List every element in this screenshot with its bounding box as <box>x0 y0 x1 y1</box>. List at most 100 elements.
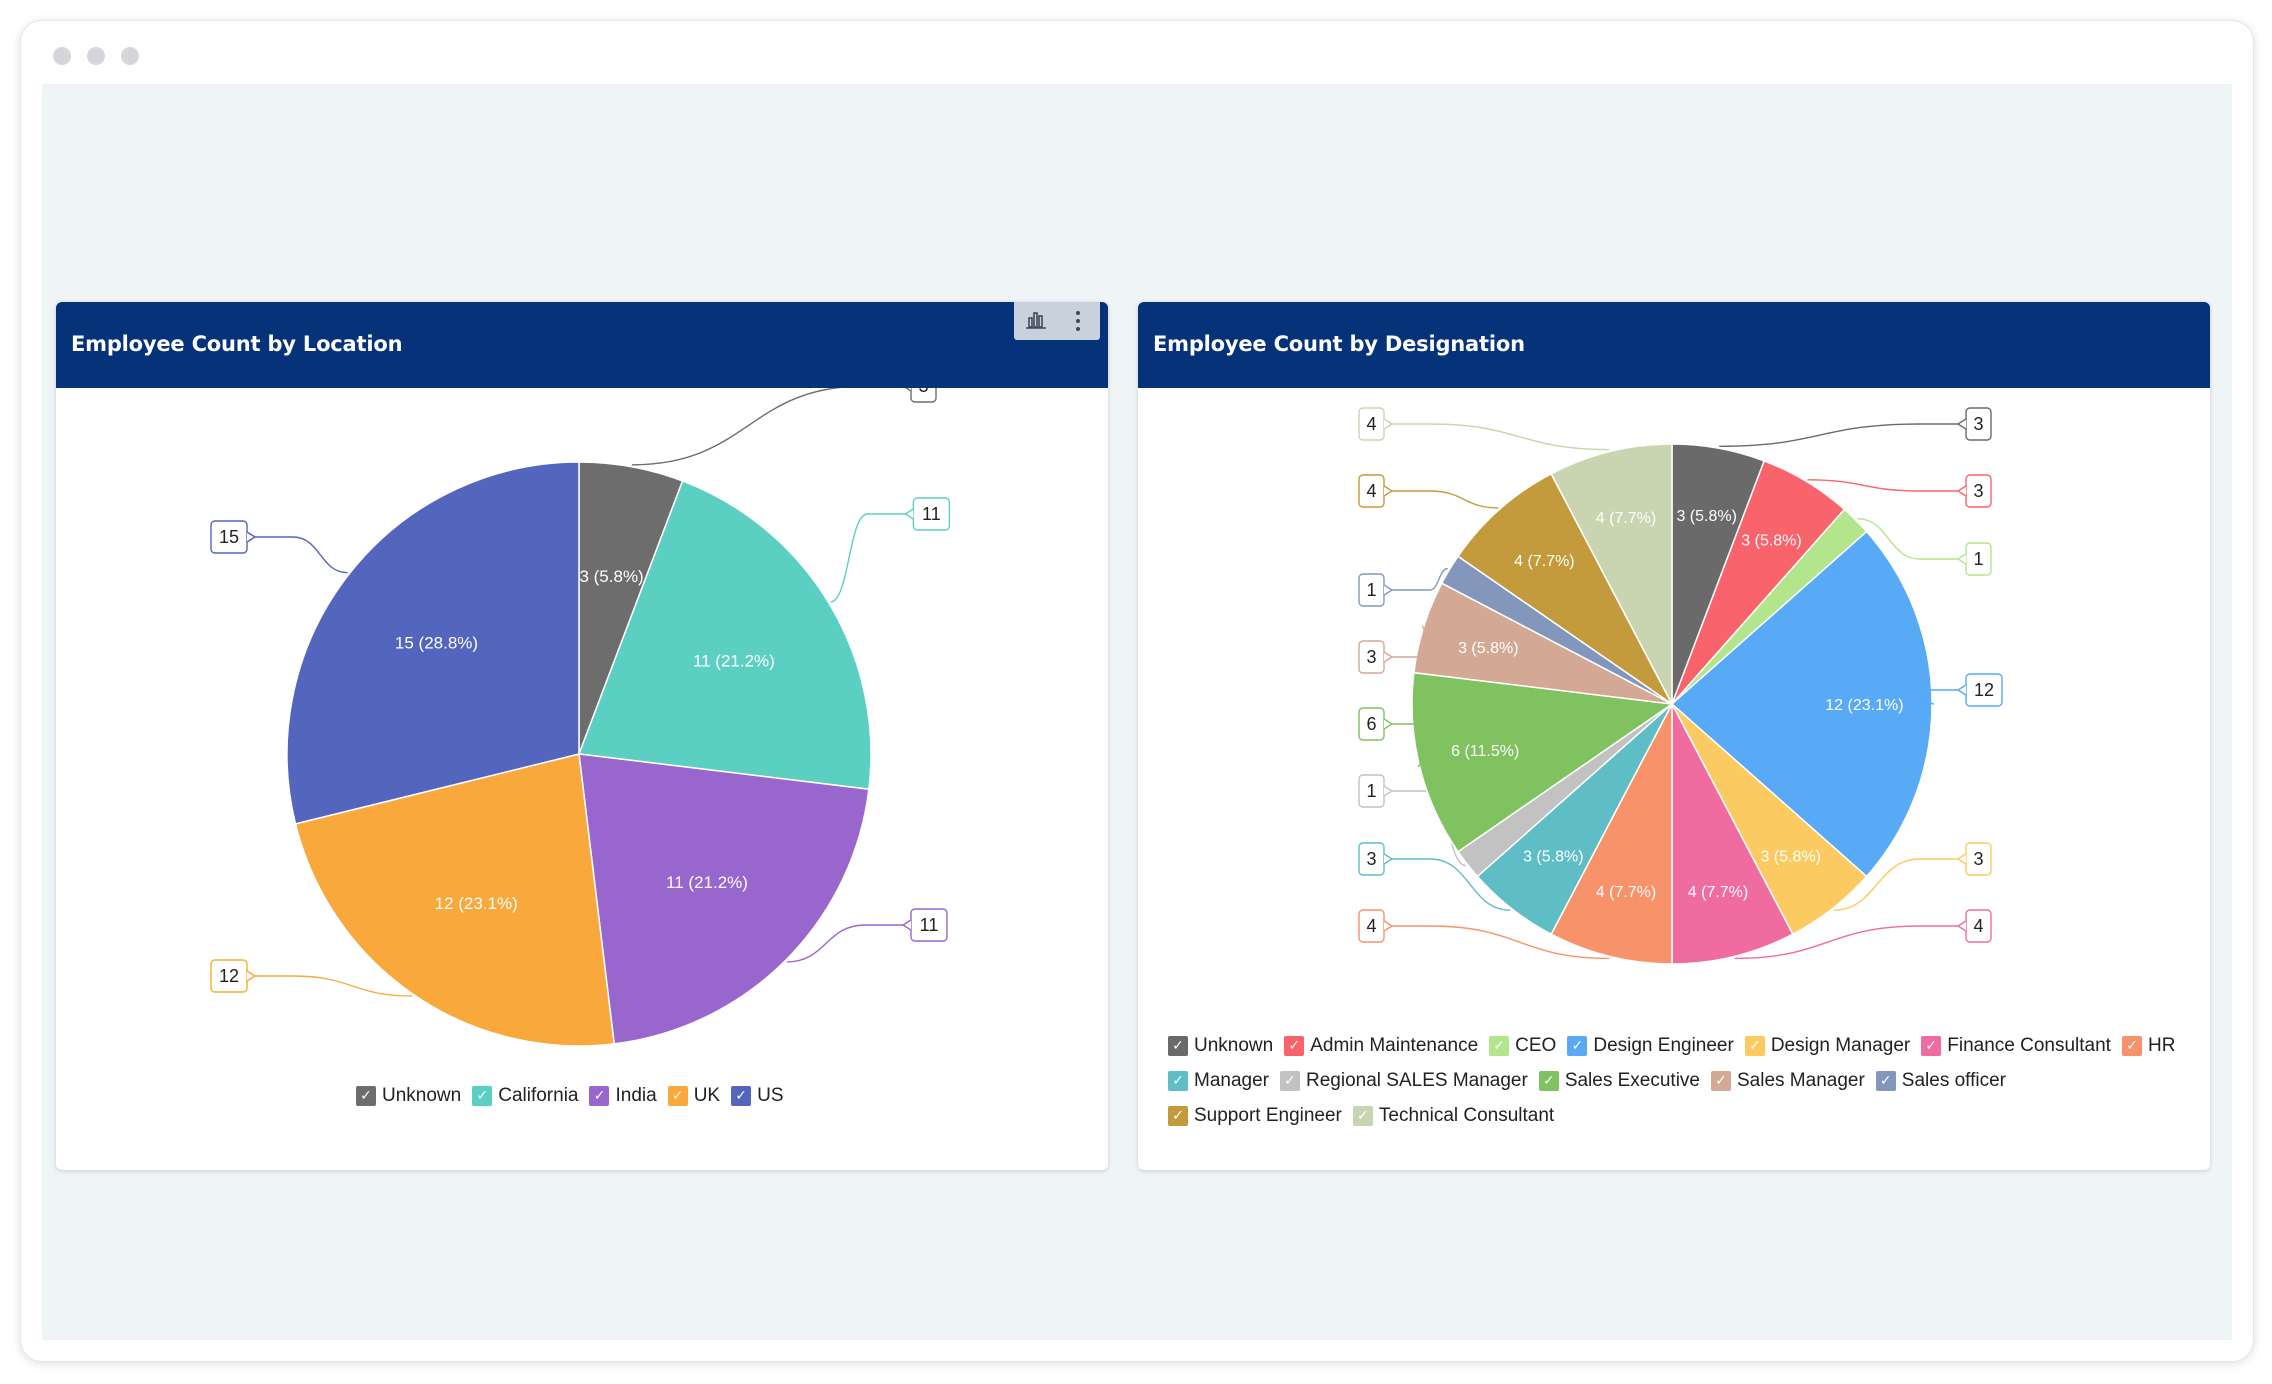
callout-value: 4 <box>1366 916 1376 936</box>
connector-line <box>1919 689 1958 705</box>
callout-value: 3 <box>1973 481 1983 501</box>
slice-data-label: 15 (28.8%) <box>395 633 478 652</box>
value-callout: 4 <box>1358 909 1394 943</box>
legend-item-technical-consultant[interactable]: ✓ Technical Consultant <box>1352 1104 1554 1128</box>
pie-slice-us[interactable] <box>286 461 580 825</box>
checkbox-icon[interactable]: ✓ <box>472 1086 493 1106</box>
more-vertical-icon[interactable] <box>1058 302 1098 340</box>
pie-slice-hr[interactable] <box>1550 703 1673 965</box>
checkbox-icon[interactable]: ✓ <box>1168 1036 1188 1056</box>
legend-item-finance-consultant[interactable]: ✓ Finance Consultant <box>1921 1034 2111 1058</box>
legend-item-india[interactable]: ✓ India <box>589 1084 657 1108</box>
legend-item-design-manager[interactable]: ✓ Design Manager <box>1744 1034 1911 1058</box>
window-maximize-dot[interactable] <box>121 47 139 65</box>
checkbox-icon[interactable]: ✓ <box>1280 1071 1300 1091</box>
checkbox-icon[interactable]: ✓ <box>1352 1106 1373 1126</box>
slice-data-label: 3 (5.8%) <box>1676 508 1736 525</box>
legend-item-support-engineer[interactable]: ✓ Support Engineer <box>1168 1104 1342 1128</box>
pie-slice-california[interactable] <box>577 480 872 791</box>
connector-line <box>1392 925 1610 960</box>
legend-item-california[interactable]: ✓ California <box>472 1084 578 1108</box>
callout-value: 6 <box>1366 714 1376 734</box>
pie-slice-technical-consultant[interactable] <box>1550 443 1673 705</box>
connector-line <box>1857 518 1958 560</box>
checkbox-icon[interactable]: ✓ <box>1284 1036 1305 1056</box>
chart-toolbar <box>1014 302 1100 340</box>
legend-label: Support Engineer <box>1194 1105 1342 1126</box>
value-callout: 4 <box>1956 909 1992 943</box>
legend-item-manager[interactable]: ✓ Manager <box>1168 1069 1269 1093</box>
bar-chart-icon[interactable] <box>1016 302 1056 340</box>
checkbox-icon[interactable]: ✓ <box>589 1086 610 1106</box>
card-title: Employee Count by Location <box>71 332 403 356</box>
checkbox-icon[interactable]: ✓ <box>1711 1071 1731 1091</box>
callout-value: 4 <box>1973 916 1983 936</box>
pie-slice-india[interactable] <box>578 753 870 1045</box>
legend-item-sales-manager[interactable]: ✓ Sales Manager <box>1711 1069 1865 1093</box>
checkbox-icon[interactable]: ✓ <box>731 1086 752 1106</box>
location-legend: ✓ Unknown ✓ California ✓ India ✓ UK ✓ US <box>356 1084 976 1108</box>
legend-label: HR <box>2147 1035 2176 1056</box>
legend-label: California <box>498 1085 579 1106</box>
value-callout: 3 <box>1358 842 1394 876</box>
callout-value: 11 <box>922 504 941 524</box>
pie-slice-sales-executive[interactable] <box>1411 671 1675 853</box>
checkbox-icon[interactable]: ✓ <box>1489 1036 1510 1056</box>
legend-label: Sales Manager <box>1737 1070 1865 1091</box>
checkbox-icon[interactable]: ✓ <box>1168 1106 1188 1126</box>
connector-line <box>1392 567 1448 591</box>
slice-data-label: 6 (11.5%) <box>1451 743 1519 760</box>
checkbox-icon[interactable]: ✓ <box>1168 1071 1188 1091</box>
legend-item-uk[interactable]: ✓ UK <box>667 1084 721 1108</box>
callout-value: 4 <box>1366 414 1376 434</box>
slice-data-label: 4 (7.7%) <box>1596 884 1656 901</box>
connector-line <box>1392 625 1431 658</box>
pie-slice-uk[interactable] <box>294 753 616 1047</box>
connector-line <box>1392 723 1431 768</box>
value-callout: 4 <box>1358 474 1394 508</box>
slice-data-label: 4 (7.7%) <box>1514 553 1574 570</box>
callout-value: 1 <box>1973 549 1983 569</box>
legend-item-unknown[interactable]: ✓ Unknown <box>1168 1034 1273 1058</box>
legend-label: Sales Executive <box>1564 1070 1700 1091</box>
callout-value: 12 <box>219 966 239 986</box>
legend-item-unknown[interactable]: ✓ Unknown <box>356 1084 461 1108</box>
window-close-dot[interactable] <box>53 47 71 65</box>
legend-label: Design Engineer <box>1593 1035 1734 1056</box>
legend-item-design-engineer[interactable]: ✓ Design Engineer <box>1567 1034 1734 1058</box>
slice-data-label: 3 (5.8%) <box>1458 640 1518 657</box>
location-chart-card: Employee Count by Location <box>56 302 1108 1170</box>
checkbox-icon[interactable]: ✓ <box>1744 1036 1765 1056</box>
slice-data-label: 12 (23.1%) <box>1825 697 1903 714</box>
connector-line <box>1392 858 1511 911</box>
legend-item-ceo[interactable]: ✓ CEO <box>1489 1034 1556 1058</box>
legend-label: Design Manager <box>1770 1035 1911 1056</box>
legend-item-admin-maintenance[interactable]: ✓ Admin Maintenance <box>1284 1034 1478 1058</box>
checkbox-icon[interactable]: ✓ <box>667 1086 688 1106</box>
card-header: Employee Count by Location <box>56 302 1108 388</box>
legend-item-sales-officer[interactable]: ✓ Sales officer <box>1875 1069 2006 1093</box>
connector-line <box>1392 490 1499 509</box>
slice-data-label: 3 (5.8%) <box>1741 532 1801 549</box>
value-callout: 11 <box>904 497 951 531</box>
checkbox-icon[interactable]: ✓ <box>1875 1071 1896 1091</box>
legend-item-regional-sales-manager[interactable]: ✓ Regional SALES Manager <box>1280 1069 1528 1093</box>
window-minimize-dot[interactable] <box>87 47 105 65</box>
checkbox-icon[interactable]: ✓ <box>1567 1036 1588 1056</box>
value-callout: 3 <box>1956 842 1992 876</box>
legend-item-hr[interactable]: ✓ HR <box>2121 1034 2176 1058</box>
checkbox-icon[interactable]: ✓ <box>1921 1036 1942 1056</box>
pie-slice-support-engineer[interactable] <box>1456 472 1673 705</box>
legend-item-us[interactable]: ✓ US <box>731 1084 784 1108</box>
checkbox-icon[interactable]: ✓ <box>1538 1071 1559 1091</box>
legend-label: UK <box>693 1085 721 1106</box>
callout-value: 12 <box>1974 680 1994 700</box>
checkbox-icon[interactable]: ✓ <box>2121 1036 2142 1056</box>
checkbox-icon[interactable]: ✓ <box>356 1086 376 1106</box>
slice-data-label: 12 (23.1%) <box>435 894 518 913</box>
legend-label: CEO <box>1515 1035 1557 1056</box>
callout-value: 1 <box>1366 781 1376 801</box>
pie-slice-finance-consultant[interactable] <box>1671 703 1794 965</box>
connector-line <box>830 513 906 603</box>
legend-item-sales-executive[interactable]: ✓ Sales Executive <box>1538 1069 1700 1093</box>
